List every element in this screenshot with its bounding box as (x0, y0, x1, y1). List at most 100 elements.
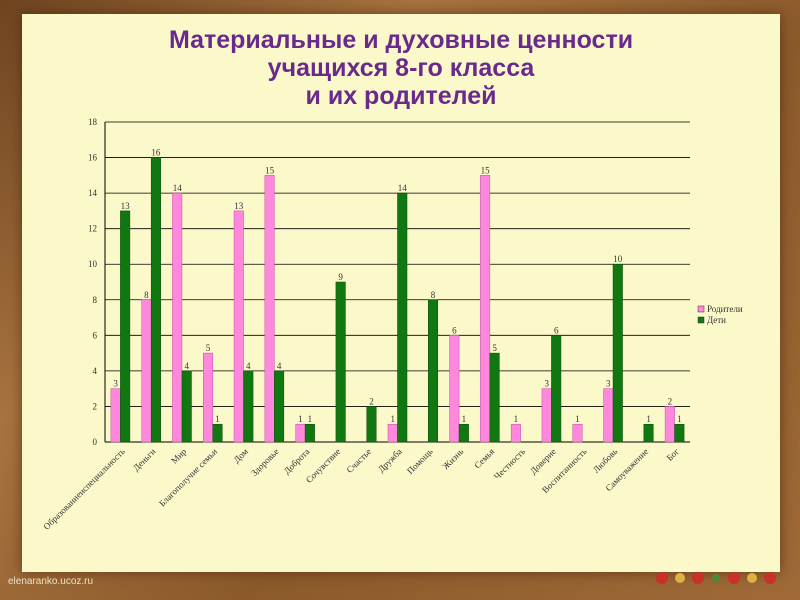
bar-parents (295, 423, 306, 443)
data-label: 1 (308, 414, 313, 424)
x-tick-label: Дом (231, 446, 250, 465)
data-label: 10 (613, 254, 623, 264)
data-label: 1 (391, 414, 396, 424)
bars (110, 157, 685, 443)
bar-children (366, 406, 377, 443)
data-label: 3 (606, 379, 611, 389)
slide: Материальные и духовные ценности учащихс… (22, 14, 780, 572)
data-label: 1 (215, 414, 220, 424)
y-tick-label: 16 (88, 153, 98, 163)
y-tick-label: 6 (93, 330, 98, 340)
bar-children (212, 423, 223, 443)
x-tick-label: Благополучие семьи (157, 446, 219, 508)
data-label: 4 (246, 361, 251, 371)
bar-children (181, 370, 192, 443)
legend-swatch-parents (697, 305, 705, 313)
bar-children (674, 423, 685, 443)
x-tick-label: Образованиеиспециальность (41, 446, 126, 531)
x-tick-label: Деньги (131, 446, 158, 473)
x-tick-label: Помощь (405, 446, 435, 476)
x-tick-label: Бог (665, 446, 682, 463)
x-tick-label: Честность (492, 446, 527, 481)
bar-parents (541, 388, 552, 443)
data-label: 14 (173, 183, 183, 193)
title-line-2: учащихся 8-го класса (267, 54, 535, 82)
x-tick-label: Семья (472, 446, 496, 470)
slide-title: Материальные и духовные ценности учащихс… (22, 26, 780, 110)
y-axis: 0 2 4 6 8 10 12 14 16 18 (88, 117, 106, 447)
title-line-1: Материальные и духовные ценности (168, 26, 634, 54)
bar-parents (264, 175, 275, 443)
y-tick-label: 4 (93, 366, 98, 376)
bar-parents (141, 299, 152, 443)
bar-parents (387, 423, 398, 443)
data-label: 8 (144, 290, 149, 300)
bar-children (150, 157, 161, 443)
data-label: 2 (668, 396, 673, 406)
bar-children (458, 423, 469, 443)
bar-children (243, 370, 254, 443)
y-tick-label: 10 (88, 259, 98, 269)
data-label: 13 (121, 201, 131, 211)
x-tick-label: Здоровье (249, 446, 281, 478)
flower-ornament-icon (656, 572, 776, 584)
x-tick-labels: Образованиеиспециальность Деньги МирБлагоп… (41, 446, 681, 532)
y-tick-label: 14 (88, 188, 98, 198)
x-tick-label: Доброта (282, 446, 312, 476)
bar-children (643, 423, 654, 443)
x-tick-label: Доверие (528, 446, 558, 476)
bar-parents (233, 210, 244, 443)
data-label: 3 (544, 379, 549, 389)
bar-children (304, 423, 315, 443)
data-label: 9 (338, 272, 343, 282)
bar-children (428, 299, 439, 443)
data-label: 4 (184, 361, 189, 371)
bar-children (335, 281, 346, 443)
data-label: 6 (554, 325, 559, 335)
bar-children (120, 210, 131, 443)
data-label: 6 (452, 325, 457, 335)
bar-parents (510, 423, 521, 443)
data-label: 3 (113, 379, 118, 389)
data-label: 15 (265, 165, 275, 175)
data-label: 1 (298, 414, 303, 424)
bar-parents (572, 423, 583, 443)
data-label: 1 (462, 414, 467, 424)
y-tick-label: 0 (93, 437, 98, 447)
y-tick-label: 18 (88, 117, 98, 127)
y-tick-label: 12 (88, 224, 97, 234)
x-tick-label: Мир (169, 446, 189, 466)
data-label: 8 (431, 290, 436, 300)
legend-swatch-children (697, 316, 705, 324)
legend-label-parents: Родители (707, 304, 743, 314)
data-label: 15 (481, 165, 491, 175)
data-label: 5 (492, 343, 497, 353)
bar-children (612, 263, 623, 443)
bar-parents (449, 335, 460, 443)
x-tick-label: Счастье (345, 446, 374, 475)
bar-children (489, 352, 500, 443)
x-tick-label: Жизнь (440, 446, 465, 471)
x-tick-label: Дружба (376, 446, 404, 474)
x-tick-label: Любовь (591, 446, 619, 474)
data-label: 13 (234, 201, 244, 211)
bar-children (551, 335, 562, 443)
data-label: 1 (677, 414, 682, 424)
data-label: 2 (369, 396, 374, 406)
data-label: 16 (151, 148, 161, 158)
bar-children (397, 192, 408, 443)
bar-parents (172, 192, 183, 443)
data-label: 1 (575, 414, 580, 424)
bar-parents (664, 406, 675, 443)
bar-children (274, 370, 285, 443)
y-tick-label: 8 (93, 295, 98, 305)
bar-parents (603, 388, 614, 443)
title-line-3: и их родителей (305, 82, 497, 110)
data-label: 1 (514, 414, 519, 424)
data-label: 5 (206, 343, 211, 353)
data-label: 1 (646, 414, 651, 424)
data-label: 14 (398, 183, 408, 193)
